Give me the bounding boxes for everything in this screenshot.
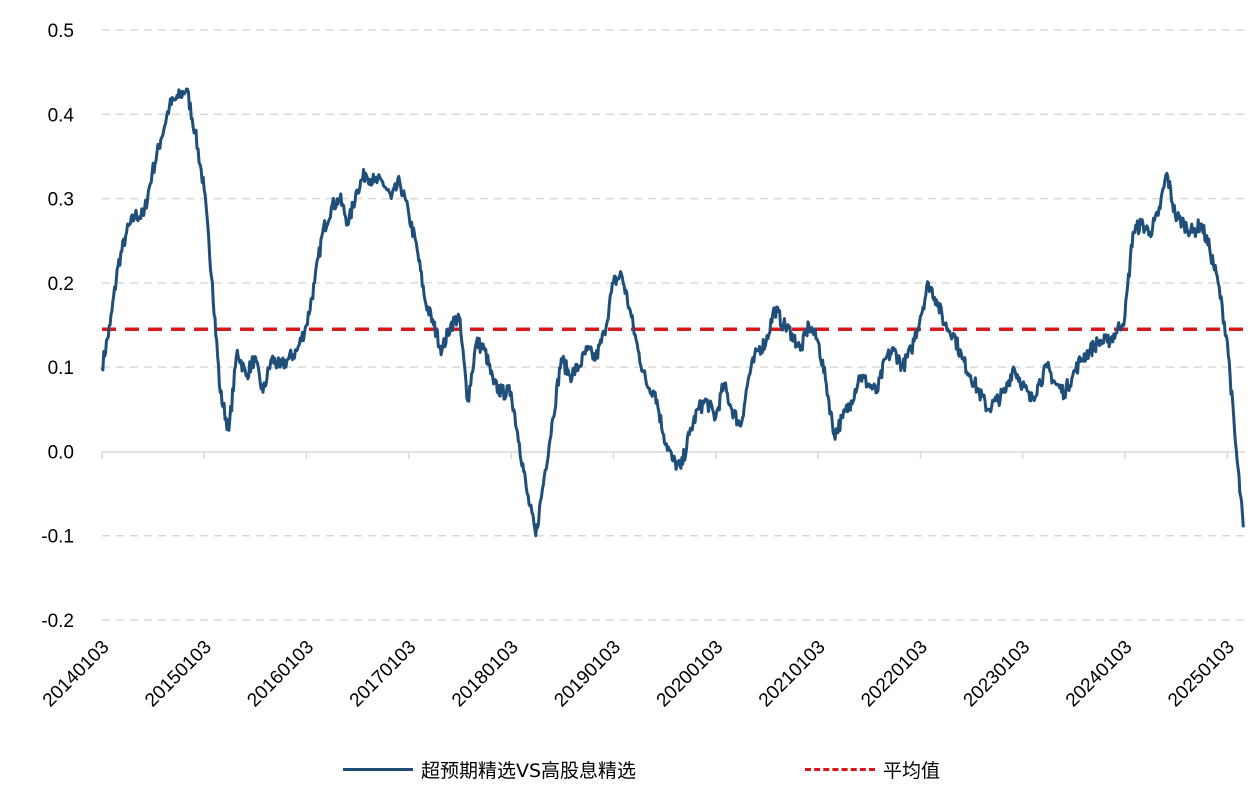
legend-label-series: 超预期精选VS高股息精选 [421,759,637,782]
gridlines [102,29,1245,621]
legend-swatch-series [343,767,413,771]
x-tick-label: 20200103 [653,637,728,712]
x-tick-label: 20170103 [346,637,421,712]
legend-label-mean: 平均值 [883,759,941,782]
series-layer [100,87,1245,538]
legend-item-mean: 平均值 [805,752,940,786]
x-axis-tick-marks [101,452,1229,459]
y-tick-label: 0.4 [48,105,75,126]
x-tick-label: 20190103 [550,637,625,712]
y-tick-label: 0.1 [48,358,74,379]
y-tick-label: 0.3 [48,190,74,211]
x-tick-label: 20180103 [448,637,523,712]
y-tick-label: 0.0 [48,442,74,463]
y-axis-tick-labels: -0.2 -0.1 0.0 0.1 0.2 0.3 0.4 0.5 [41,21,74,632]
x-tick-label: 20240103 [1062,637,1137,712]
x-tick-label: 20160103 [244,637,319,712]
x-tick-label: 20150103 [141,637,216,712]
x-tick-label: 20230103 [960,637,1035,712]
x-tick-label: 20140103 [39,637,114,712]
y-tick-label: -0.1 [41,527,74,548]
legend-swatch-mean [805,767,875,771]
legend-item-series: 超预期精选VS高股息精选 [343,752,636,786]
legend: 超预期精选VS高股息精选 平均值 [0,752,1260,786]
y-tick-label: 0.5 [48,21,74,42]
x-axis-tick-labels: 20140103 20150103 20160103 20170103 20180103… [39,637,1239,712]
x-tick-label: 20220103 [857,637,932,712]
x-tick-label: 20210103 [755,637,830,712]
x-tick-label: 20250103 [1164,637,1239,712]
y-tick-label: 0.2 [48,274,74,295]
series-line [100,87,1245,538]
y-tick-label: -0.2 [41,611,74,632]
